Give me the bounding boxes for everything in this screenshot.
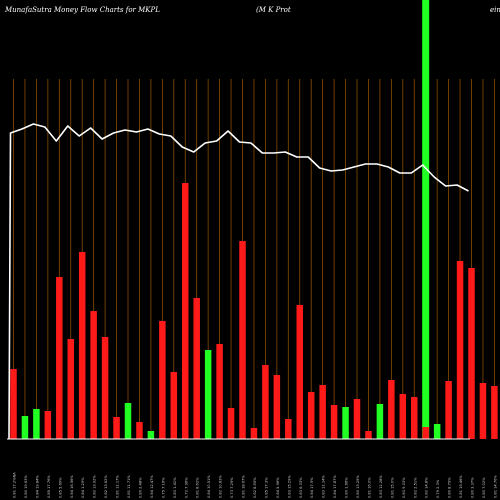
flow-bar — [56, 277, 63, 439]
highlight-band — [422, 0, 430, 439]
flow-bar — [67, 339, 74, 439]
x-tick-label: 0.84 1.29% — [81, 477, 85, 498]
x-tick-label: 0.79 2.3% — [436, 479, 440, 498]
x-tick-label: 0.81 8.62% — [196, 477, 200, 498]
x-tick-label: 0.84 16.56% — [70, 475, 74, 498]
x-tick-label: 0.80 8.79% — [448, 477, 452, 498]
x-tick-label: 0.81 16.0% — [367, 477, 371, 498]
flow-bar — [21, 416, 29, 439]
x-tick-label: 0.80 7.02% — [482, 477, 486, 498]
flow-bar — [399, 394, 407, 439]
x-tick-label: 0.80 1.66% — [345, 477, 349, 498]
x-tick-label: 0.80 3.37% — [471, 477, 475, 498]
flow-bar — [204, 350, 212, 439]
x-tick-label: 0.83 9.03% — [402, 477, 406, 498]
x-tick-label: 0.83 12.28% — [379, 475, 383, 498]
x-tick-label: 0.85 5.69% — [58, 477, 62, 498]
x-tick-label: 0.84 12.47% — [150, 475, 154, 498]
x-tick-label: 0.80 13.29% — [356, 475, 360, 498]
flow-bar — [296, 305, 303, 439]
flow-bar — [193, 298, 200, 439]
flow-bar — [388, 380, 395, 439]
flow-bar — [90, 311, 97, 439]
flow-bar — [10, 369, 17, 439]
x-tick-label: 0.81 19.46% — [459, 475, 463, 498]
flow-bar — [422, 427, 429, 439]
flow-bar — [376, 404, 384, 439]
x-tick-label: 0.83 1.41% — [173, 477, 177, 498]
chart-title: MunafaSutra Money Flow Charts for MKPL — [5, 6, 160, 14]
x-tick-label: 0.82 13.92% — [93, 475, 97, 498]
flow-bar — [182, 183, 189, 439]
x-tick-label: 0.81 11.71% — [127, 475, 131, 498]
flow-bar — [273, 375, 281, 439]
flow-bar — [101, 337, 109, 439]
line-series — [8, 123, 469, 440]
x-tick-label: 0.84 5.96% — [276, 477, 280, 498]
flow-bar — [411, 397, 418, 439]
flow-bar — [468, 268, 475, 439]
flow-bar — [433, 424, 441, 439]
flow-bar — [78, 252, 86, 439]
flow-bar — [479, 383, 487, 439]
flow-bar — [170, 372, 178, 439]
bar-series — [10, 183, 498, 439]
flow-bar — [239, 241, 246, 439]
flow-bar — [227, 408, 235, 439]
highlight-layer — [422, 0, 430, 439]
flow-bar — [250, 428, 258, 439]
x-tick-label: 0.81 17.2%NA — [13, 472, 17, 498]
x-tick-label: 0.84 17.87% — [333, 475, 337, 498]
flow-bar — [285, 419, 292, 439]
x-tick-label: 0.82 8.55% — [253, 477, 257, 498]
flow-bar — [44, 411, 52, 439]
x-tick-label: 0.72 7.96% — [184, 477, 188, 498]
flow-bar — [159, 321, 166, 439]
x-tick-label: 0.82 14.8% — [425, 477, 429, 498]
x-tick-label: 0.82 13.62% — [104, 475, 108, 498]
flow-bar — [113, 417, 120, 439]
price-line — [8, 123, 469, 440]
flow-bar — [342, 407, 349, 439]
x-tick-label: 0.84 19.84% — [35, 475, 39, 498]
x-tick-label: 0.75 7.16% — [161, 477, 165, 498]
x-tick-label: 0.85 17.76% — [47, 475, 51, 498]
x-tick-label: 0.82 10.83% — [219, 475, 223, 498]
x-tick-labels: 0.81 17.2%NA 0.80 19.63% 0.84 19.84% 0.85 1… — [13, 472, 498, 498]
flow-bar — [136, 422, 143, 439]
x-tick-label: 0.84 17.9% — [310, 477, 314, 498]
x-tick-label: 0.80 2.48% — [138, 477, 142, 498]
x-tick-label: 0.83 11.14% — [322, 475, 326, 498]
x-tick-label: 0.82 2.51% — [413, 477, 417, 498]
flow-bar — [33, 409, 40, 439]
x-tick-label: 0.83 6.33% — [299, 477, 303, 498]
x-tick-label: 0.83 15.29% — [287, 475, 291, 498]
chart-grid — [13, 79, 495, 439]
x-tick-label: 0.80 19.63% — [24, 475, 28, 498]
flow-bar — [365, 431, 372, 439]
flow-bar — [216, 344, 223, 439]
flow-bar — [491, 386, 498, 439]
chart-title-company-tail: ein — [490, 6, 500, 14]
x-tick-label: 0.84 10.51% — [207, 475, 211, 498]
flow-bar — [319, 385, 326, 439]
flow-bar — [147, 431, 155, 439]
x-tick-label: 0.85 17.3% — [264, 477, 268, 498]
flow-bar — [262, 365, 269, 439]
flow-bar — [445, 381, 452, 439]
flow-bar — [353, 399, 361, 439]
x-tick-label: 0.81 14.76% — [493, 475, 497, 498]
flow-bar — [456, 261, 464, 439]
flow-bar — [330, 405, 338, 439]
chart-title-company: (M K Prot — [256, 6, 291, 14]
x-tick-label: 0.81 12.17% — [116, 475, 120, 498]
flow-bar — [124, 403, 132, 439]
x-tick-label: 0.73 7.29% — [230, 477, 234, 498]
flow-bar — [307, 392, 315, 439]
x-tick-label: 0.81 18.67% — [242, 475, 246, 498]
x-tick-label: 0.81 15.0% — [390, 477, 394, 498]
